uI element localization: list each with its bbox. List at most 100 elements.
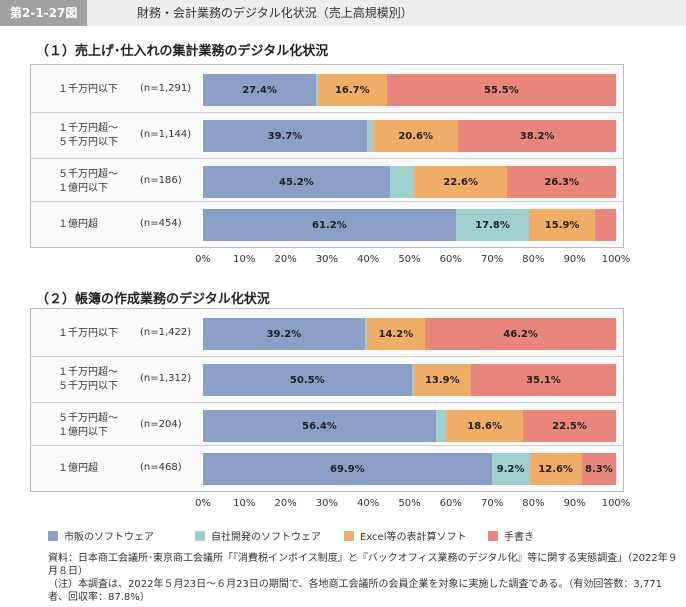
category-label: １千万円以下 xyxy=(58,327,118,341)
bar-segment xyxy=(316,74,318,106)
category-label-line: １千万円以下 xyxy=(58,328,118,339)
x-tick-label: 60% xyxy=(439,498,462,509)
legend-label: 市販のソフトウェア xyxy=(64,532,154,543)
legend-swatch xyxy=(344,530,354,541)
x-tick-label: 30% xyxy=(315,254,339,265)
stacked-bar: 61.2% 17.8% 15.9% xyxy=(203,209,616,241)
bar-segment: 39.7% xyxy=(203,120,367,152)
bar-segment: 22.6% xyxy=(414,166,508,198)
bar-segment: 14.2% xyxy=(366,318,426,350)
stacked-bar: 39.7% 20.6% 38.2% xyxy=(203,120,616,152)
bar-segment: 45.2% xyxy=(203,166,390,198)
legend-swatch xyxy=(48,530,58,541)
x-tick-label: 30% xyxy=(315,498,339,509)
bar-segment: 27.4% xyxy=(203,74,317,106)
stacked-bar: 39.2% 14.2% 46.2% xyxy=(203,318,616,350)
category-label: １億円超 xyxy=(58,218,98,232)
data-label: 50.5% xyxy=(289,374,325,386)
category-label-line: １千万円超～ xyxy=(58,367,118,378)
category-label: １千万円以下 xyxy=(58,83,118,97)
x-tick-label: 100% xyxy=(601,498,631,509)
category-label: １億円超 xyxy=(58,462,98,476)
figure-header: 第2-1-27図 財務・会計業務のデジタル化状況（売上高規模別） xyxy=(0,0,686,26)
category-label-line: １億円以下 xyxy=(58,427,108,438)
row-separator xyxy=(30,112,624,113)
row-separator xyxy=(30,158,624,159)
x-tick-label: 20% xyxy=(274,498,297,509)
bar-segment: 17.8% xyxy=(455,209,530,241)
data-label: 17.8% xyxy=(475,219,510,231)
x-tick-label: 0% xyxy=(195,498,211,509)
bar-segment: 18.6% xyxy=(446,410,524,442)
bar-segment: 38.2% xyxy=(458,120,616,152)
data-label: 8.3% xyxy=(584,463,613,475)
category-label-line: ５千万円超～ xyxy=(58,413,118,424)
legend-item-commercial: 市販のソフトウェア xyxy=(48,528,154,543)
data-label: 35.1% xyxy=(526,374,561,386)
legend-swatch xyxy=(195,530,205,541)
category-label-line: １億円超 xyxy=(58,463,98,474)
legend: 市販のソフトウェア 自社開発のソフトウェア Excel等の表計算ソフト 手書き xyxy=(48,528,668,543)
legend-label: 手書き xyxy=(504,532,534,543)
category-label-line: ５千万円超～ xyxy=(58,169,118,180)
x-tick-label: 10% xyxy=(233,498,256,509)
legend-label: Excel等の表計算ソフト xyxy=(360,532,467,543)
data-label: 18.6% xyxy=(467,420,502,432)
bar-segment xyxy=(435,410,447,442)
category-label-line: １千万円以下 xyxy=(58,84,118,95)
x-tick-label: 50% xyxy=(398,498,421,509)
data-label: 12.6% xyxy=(538,463,574,475)
x-tick-label: 70% xyxy=(480,254,504,265)
data-label: 69.9% xyxy=(329,463,365,475)
sample-size-label: (n=454) xyxy=(140,218,182,229)
x-tick-label: 40% xyxy=(357,498,380,509)
x-tick-label: 80% xyxy=(522,254,545,265)
x-tick-label: 50% xyxy=(398,254,421,265)
sample-size-label: (n=204) xyxy=(140,419,182,430)
bar-segment: 16.7% xyxy=(317,74,387,106)
bar-segment: 12.6% xyxy=(529,453,582,485)
legend-swatch xyxy=(488,530,498,541)
data-label: 39.7% xyxy=(267,130,303,142)
figure-title: 財務・会計業務のデジタル化状況（売上高規模別） xyxy=(137,6,413,20)
x-tick-label: 40% xyxy=(357,254,380,265)
x-tick-label: 90% xyxy=(563,498,586,509)
data-label: 61.2% xyxy=(312,219,347,231)
stacked-bar: 56.4% 18.6% 22.5% xyxy=(203,410,616,442)
x-tick-label: 60% xyxy=(439,254,462,265)
bar-segment: 50.5% xyxy=(203,364,412,396)
row-separator xyxy=(30,445,624,446)
x-tick-label: 0% xyxy=(195,254,211,265)
sample-size-label: (n=1,422) xyxy=(140,327,192,338)
remark-note: （注）本調査は、2022年５月23日～６月23日の期間で、各地商工会議所の会員企… xyxy=(48,579,663,603)
sample-size-label: (n=468) xyxy=(140,462,182,473)
data-label: 38.2% xyxy=(519,130,555,142)
bar-segment: 35.1% xyxy=(471,364,616,396)
x-tick-label: 100% xyxy=(601,254,631,265)
stacked-bar: 27.4% 16.7% 55.5% xyxy=(203,74,616,106)
row-separator xyxy=(30,201,624,202)
bar-segment: 46.2% xyxy=(425,318,616,350)
x-tick-label: 20% xyxy=(274,254,297,265)
x-tick-label: 80% xyxy=(522,498,545,509)
stacked-bar: 50.5% 13.9% 35.1% xyxy=(203,364,616,396)
legend-item-inhouse: 自社開発のソフトウェア xyxy=(195,528,321,543)
data-label: 20.6% xyxy=(398,130,434,142)
data-label: 14.2% xyxy=(378,328,414,340)
sample-size-label: (n=1,144) xyxy=(140,129,192,140)
category-label: ５千万円超～ １億円以下 xyxy=(58,168,118,196)
bar-segment: 61.2% xyxy=(203,209,456,241)
category-label: １千万円超～ ５千万円以下 xyxy=(58,122,118,150)
category-label-line: １千万円超～ xyxy=(58,123,118,134)
chart-1-title: （１）売上げ･仕入れの集計業務のデジタル化状況 xyxy=(36,44,329,59)
source-note: 資料：日本商工会議所･東京商工会議所「『消費税インボイス制度』と『バックオフィス… xyxy=(48,553,678,577)
legend-item-handwriting: 手書き xyxy=(488,528,534,543)
category-label-line: １億円超 xyxy=(58,219,98,230)
bar-segment xyxy=(411,364,414,396)
bar-segment: 15.9% xyxy=(529,209,595,241)
sample-size-label: (n=1,291) xyxy=(140,83,192,94)
bar-segment: 39.2% xyxy=(203,318,365,350)
legend-label: 自社開発のソフトウェア xyxy=(211,532,321,543)
bar-segment xyxy=(389,166,415,198)
chart-2-title: （２）帳簿の作成業務のデジタル化状況 xyxy=(36,292,270,307)
